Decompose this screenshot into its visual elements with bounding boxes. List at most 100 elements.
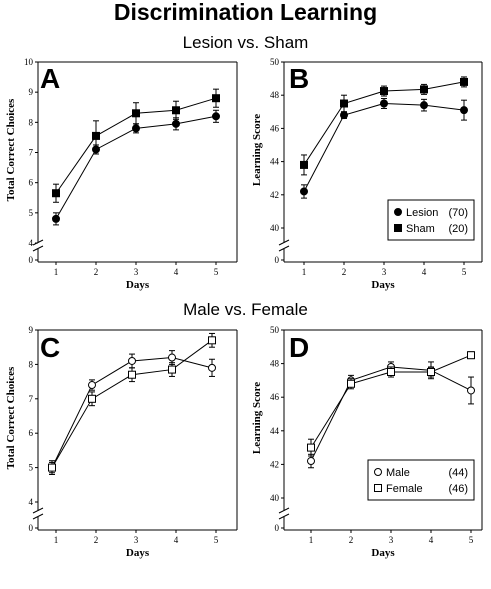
panel-b-legend-box	[387, 199, 475, 241]
panel-c-y-tick-label: 9	[29, 325, 34, 335]
panel-d-data-point	[427, 368, 435, 376]
panel-b-x-tick-label: 3	[382, 267, 387, 277]
panel-c-x-tick-label: 1	[54, 535, 59, 545]
panel-d-axis-break-mark	[278, 513, 290, 520]
panel-a-y-tick-label: 5	[29, 208, 34, 218]
panel-b-y-tick-label: 40	[270, 223, 280, 233]
panel-a: 0 4 5 6 7 8 9 10 1 2 3 4 5 Days Total Correct Choices A	[5, 57, 238, 291]
panel-a-y-tick-label: 8	[29, 117, 34, 127]
panel-b-axis-break-mark	[278, 239, 290, 246]
panel-d-y-tick-label: 50	[270, 325, 280, 335]
section-title-lesion-sham: Lesion vs. Sham	[182, 33, 309, 52]
panel-a-data-point	[132, 124, 140, 133]
panel-c-x-axis-label: Days	[126, 547, 150, 559]
panel-a-y-tick-label: 0	[29, 255, 34, 265]
panel-b-legend-label: Lesion	[406, 207, 438, 219]
panel-a-letter: A	[40, 63, 60, 94]
panel-d-x-tick-label: 4	[429, 535, 434, 545]
panel-b-y-tick-label: 50	[270, 57, 280, 67]
panel-a-y-tick-label: 9	[29, 87, 34, 97]
panel-a-x-tick-label: 1	[54, 267, 59, 277]
panel-a-data-point	[212, 112, 220, 121]
panel-c-axis-break-mark	[32, 507, 44, 514]
panel-b-data-point	[300, 187, 308, 196]
panel-b-letter: B	[289, 63, 309, 94]
panel-b-y-axis-label: Learning Score	[251, 114, 263, 186]
panel-d-y-tick-label: 0	[275, 523, 280, 533]
panel-c-data-point	[168, 365, 176, 374]
panel-d: 0 40 42 44 46 48 50 1 2 3 4 5 Days Learning Score D Mal…	[251, 325, 483, 559]
panel-d-axis-break-mark	[278, 507, 290, 514]
figure-title: Discrimination Learning	[113, 0, 378, 25]
panel-c-x-tick-label: 5	[214, 535, 219, 545]
panel-a-y-tick-label: 10	[24, 57, 34, 67]
section-title-male-female: Male vs. Female	[183, 300, 308, 319]
panel-c-y-tick-label: 5	[29, 463, 34, 473]
panel-b-x-tick-label: 2	[342, 267, 347, 277]
panel-c-axis-break-mark	[32, 513, 44, 520]
panel-b-axis-break-mark	[278, 245, 290, 252]
panel-b-legend-marker	[394, 224, 402, 232]
panel-a-x-tick-label: 5	[214, 267, 219, 277]
panel-b-data-point	[460, 106, 468, 115]
panel-c-y-tick-label: 6	[29, 428, 34, 438]
panel-c-data-point	[88, 381, 96, 390]
panel-d-legend-label: Female	[386, 483, 423, 495]
panel-a-x-tick-label: 2	[94, 267, 99, 277]
panel-a-y-tick-label: 7	[29, 148, 34, 158]
panel-c-y-tick-label: 8	[29, 359, 34, 369]
panel-d-y-axis-label: Learning Score	[251, 382, 263, 454]
panel-d-y-tick-label: 42	[270, 459, 279, 469]
panel-a-y-tick-label: 6	[29, 178, 34, 188]
panel-c-y-tick-label: 0	[29, 523, 34, 533]
panel-d-x-tick-label: 1	[309, 535, 314, 545]
panel-b-data-point	[300, 160, 308, 169]
panel-d-legend-n: (46)	[448, 483, 468, 495]
panel-b-y-tick-label: 44	[270, 157, 280, 167]
panel-c-data-point	[208, 363, 216, 372]
panel-c-x-tick-label: 3	[134, 535, 139, 545]
panel-b-data-point	[420, 85, 428, 94]
panel-a-data-point	[172, 106, 180, 115]
panel-b-legend-marker	[394, 208, 402, 216]
panel-a-x-tick-label: 4	[174, 267, 179, 277]
panel-d-y-tick-label: 48	[270, 359, 280, 369]
panel-b-legend-label: Sham	[406, 223, 435, 235]
panel-b-data-point	[420, 101, 428, 110]
panel-b-x-tick-label: 5	[462, 267, 467, 277]
panel-c-letter: C	[40, 332, 60, 363]
panel-d-letter: D	[289, 332, 309, 363]
panel-d-series-1-line	[310, 366, 472, 462]
panel-c-data-point	[48, 463, 56, 472]
panel-d-x-tick-label: 5	[469, 535, 474, 545]
panel-d-y-tick-label: 44	[270, 426, 280, 436]
panel-c-x-tick-label: 2	[94, 535, 99, 545]
panel-b-series-1-line	[303, 102, 465, 192]
panel-d-data-point	[467, 386, 475, 395]
panel-b-data-point	[380, 87, 388, 96]
panel-a-y-tick-label: 4	[29, 238, 34, 248]
panel-d-legend-n: (44)	[448, 467, 468, 479]
panel-c-data-point	[128, 370, 136, 379]
panel-c-data-point	[88, 394, 96, 403]
panel-b-y-tick-label: 0	[275, 255, 280, 265]
panel-a-data-point	[52, 214, 60, 223]
panel-a-data-point	[92, 131, 100, 140]
panel-b: 0 40 42 44 46 48 50 1 2 3 4 5 Days Learning Score B Les…	[251, 57, 483, 291]
panel-b-data-point	[460, 77, 468, 86]
panel-b-legend-n: (70)	[448, 207, 468, 219]
panel-a-y-axis-label: Total Correct Choices	[5, 98, 17, 201]
panel-b-data-point	[380, 99, 388, 108]
panel-c-y-tick-label: 7	[29, 394, 34, 404]
panel-b-x-tick-label: 4	[422, 267, 427, 277]
panel-c: 0 4 5 6 7 8 9 1 2 3 4 5 Days Total Correct Choices C	[5, 325, 238, 559]
panel-b-data-point	[340, 99, 348, 108]
panel-c-y-axis-label: Total Correct Choices	[5, 366, 17, 469]
panel-c-data-point	[168, 353, 176, 362]
panel-d-y-tick-label: 40	[270, 493, 280, 503]
panel-c-data-point	[208, 336, 216, 345]
panel-b-x-tick-label: 1	[302, 267, 307, 277]
panel-d-x-tick-label: 3	[389, 535, 394, 545]
panel-d-data-point	[467, 351, 475, 360]
panel-c-y-tick-label: 4	[29, 497, 34, 507]
